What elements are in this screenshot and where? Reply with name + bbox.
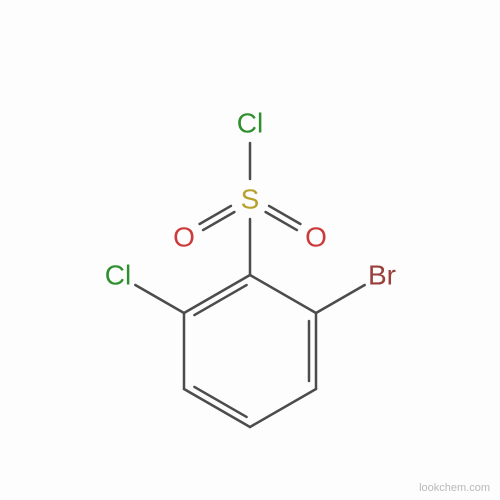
atom-s: S bbox=[241, 184, 260, 215]
atom-o1: O bbox=[173, 222, 195, 253]
atom-br: Br bbox=[368, 260, 396, 291]
atom-cl1: Cl bbox=[237, 108, 263, 139]
atom-o2: O bbox=[305, 222, 327, 253]
molecule-diagram: Br Cl S O O Cl bbox=[0, 0, 500, 500]
atom-cl2: Cl bbox=[105, 260, 131, 291]
